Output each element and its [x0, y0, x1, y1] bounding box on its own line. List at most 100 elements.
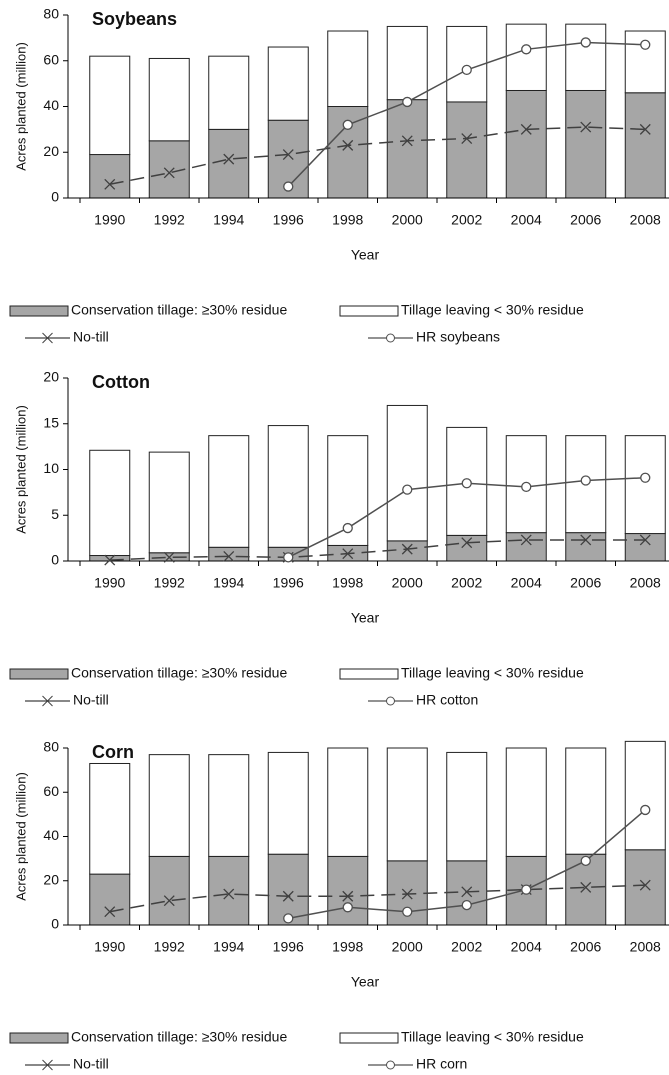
marker-stroke: [580, 881, 592, 893]
y-tick-label: 0: [51, 189, 59, 205]
y-axis-label: Acres planted (million): [13, 772, 28, 901]
y-tick-label: 0: [51, 552, 59, 568]
circle-marker: [521, 44, 532, 55]
bar-segment: [624, 740, 666, 851]
legend-item: Conservation tillage: ≥30% residue: [9, 665, 287, 681]
bar-segment: [208, 128, 250, 199]
marker-stroke: [163, 167, 175, 179]
y-tick-label: 20: [43, 143, 59, 159]
legend-label: Tillage leaving < 30% residue: [401, 302, 584, 318]
marker-stroke: [282, 149, 294, 160]
marker-stroke: [401, 135, 413, 147]
circle-marker: [461, 899, 472, 911]
legend-label: Tillage leaving < 30% residue: [401, 1029, 584, 1045]
x-tick-label: 2002: [451, 575, 482, 591]
x-tick-label: 2000: [392, 939, 423, 955]
legend-label: HR cotton: [416, 692, 478, 708]
y-tick-label: 15: [43, 414, 59, 430]
marker-stroke: [282, 890, 294, 902]
x-marker: [401, 543, 413, 555]
circle-marker: [402, 96, 413, 108]
marker-circle: [283, 181, 294, 192]
marker-stroke: [520, 123, 532, 135]
bar-segment: [505, 747, 547, 857]
marker-circle: [402, 906, 413, 917]
bar-segment: [505, 532, 547, 562]
y-tick-label: 20: [43, 871, 59, 887]
y-tick-label: 5: [51, 506, 59, 522]
bar-segment: [267, 751, 309, 855]
marker-stroke: [580, 121, 592, 133]
marker-circle: [640, 804, 651, 816]
y-tick-label: 40: [43, 827, 59, 843]
circle-marker: [580, 855, 591, 866]
x-marker: [461, 133, 473, 144]
bar-segment: [386, 404, 428, 542]
series-line: [109, 126, 646, 186]
legend-item: HR cotton: [368, 692, 478, 708]
x-tick-label: 1998: [332, 575, 363, 591]
legend-item: No-till: [25, 692, 109, 708]
x-marker: [639, 123, 651, 135]
bar-segment: [89, 154, 131, 199]
circle-marker: [283, 181, 294, 192]
y-tick-label: 60: [43, 783, 59, 799]
legend-item: Tillage leaving < 30% residue: [339, 302, 584, 318]
legend-swatch: [9, 668, 69, 680]
marker-circle: [402, 96, 413, 108]
y-tick-label: 80: [43, 6, 59, 22]
x-axis-label: Year: [351, 247, 380, 263]
marker-stroke: [163, 895, 175, 907]
bar-segment: [208, 855, 250, 926]
x-marker: [163, 895, 175, 907]
legend-label: No-till: [73, 1056, 109, 1072]
circle-marker: [580, 37, 591, 48]
marker-circle: [580, 475, 591, 486]
y-tick-label: 40: [43, 97, 59, 113]
marker-stroke: [104, 178, 116, 190]
marker-stroke: [223, 550, 235, 562]
marker-circle: [640, 472, 651, 483]
circle-marker: [342, 119, 353, 130]
legend-item: HR soybeans: [368, 329, 500, 345]
marker-stroke: [342, 548, 354, 560]
x-tick-label: 2006: [570, 575, 601, 591]
bar-segment: [505, 23, 547, 91]
legend-swatch: [9, 305, 69, 317]
x-axis-label: Year: [351, 974, 380, 990]
x-marker: [580, 534, 592, 546]
marker-stroke: [639, 534, 651, 546]
x-tick-label: 2008: [630, 212, 661, 228]
bar-segment: [327, 30, 369, 108]
marker-circle: [640, 39, 651, 50]
bar-segment: [505, 89, 547, 199]
x-tick-label: 1996: [273, 212, 304, 228]
x-marker: [580, 881, 592, 893]
legend-marker: [42, 1059, 53, 1071]
x-marker: [520, 123, 532, 135]
x-axis-label: Year: [351, 610, 380, 626]
bar-segment: [208, 754, 250, 857]
legend-marker: [42, 332, 53, 344]
bar-segment: [565, 853, 607, 926]
marker-stroke: [342, 890, 354, 902]
series-line: [109, 539, 646, 561]
circle-marker: [342, 902, 353, 913]
bar-segment: [624, 92, 666, 199]
marker-circle: [283, 913, 294, 924]
legend-item: No-till: [25, 329, 109, 345]
x-tick-label: 2004: [511, 939, 542, 955]
legend-label: No-till: [73, 692, 109, 708]
legend-label: No-till: [73, 329, 109, 345]
y-tick-label: 0: [51, 916, 59, 932]
y-tick-label: 10: [43, 460, 59, 476]
x-marker: [223, 888, 235, 900]
x-marker: [282, 149, 294, 160]
circle-marker: [580, 475, 591, 486]
marker-stroke: [104, 906, 116, 918]
marker-circle: [342, 522, 353, 534]
bar-segment: [624, 849, 666, 926]
x-marker: [639, 879, 651, 891]
circle-marker: [521, 884, 532, 895]
bar-segment: [386, 99, 428, 199]
